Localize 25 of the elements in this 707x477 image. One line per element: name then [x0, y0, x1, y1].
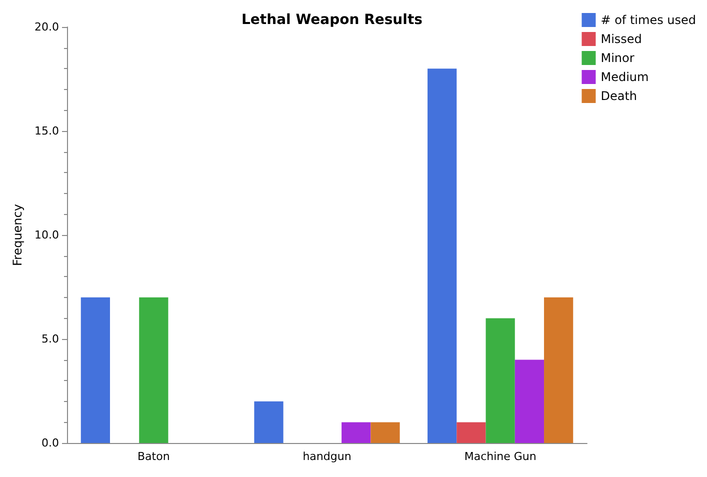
- legend-label: Minor: [600, 51, 634, 65]
- bar: [370, 422, 400, 443]
- bar: [254, 401, 284, 443]
- y-tick-label: 15.0: [34, 124, 59, 138]
- bar: [139, 297, 168, 443]
- chart-title: Lethal Weapon Results: [242, 12, 422, 28]
- bar: [544, 297, 574, 443]
- bar: [80, 297, 110, 443]
- legend-label: Missed: [600, 32, 642, 46]
- x-tick-label: handgun: [302, 450, 352, 463]
- bar: [428, 68, 457, 443]
- x-tick-label: Machine Gun: [464, 450, 536, 463]
- legend-label: # of times used: [600, 13, 696, 27]
- bar: [514, 360, 544, 443]
- legend-label: Medium: [600, 70, 649, 84]
- legend-label: Death: [600, 89, 638, 103]
- bar: [456, 422, 486, 443]
- y-tick-label: 0.0: [42, 436, 59, 450]
- y-tick-label: 10.0: [34, 228, 59, 242]
- bar: [342, 422, 371, 443]
- y-tick-label: 20.0: [34, 20, 59, 34]
- y-tick-label: 5.0: [42, 332, 59, 346]
- bar: [486, 318, 515, 443]
- y-axis-title: Frequency: [10, 204, 25, 266]
- x-tick-label: Baton: [138, 450, 170, 463]
